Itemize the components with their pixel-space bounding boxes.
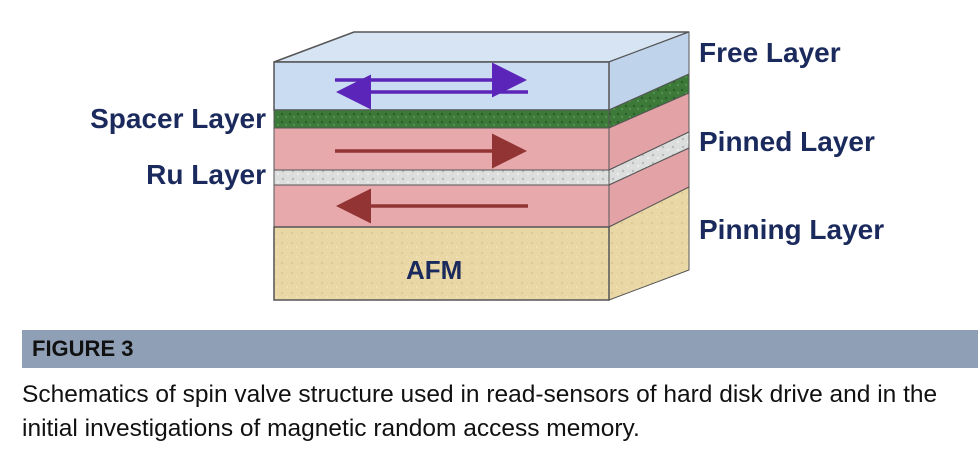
ru-layer-label: Ru Layer — [146, 159, 266, 190]
figure-caption: Schematics of spin valve structure used … — [22, 381, 938, 442]
ru-layer-front — [273, 169, 610, 186]
free-layer-label: Free Layer — [699, 37, 841, 68]
pinning-layer-label: Pinning Layer — [699, 214, 884, 245]
pinned-layer-front — [273, 127, 610, 171]
spacer-layer-label: Spacer Layer — [90, 103, 266, 134]
spin-valve-diagram: Free Layer Spacer Layer Pinned Layer Ru … — [90, 31, 884, 301]
afm-label: AFM — [406, 255, 462, 285]
free-layer-front — [273, 61, 610, 111]
figure-title: FIGURE 3 — [32, 336, 134, 361]
afm-layer-front — [273, 226, 610, 301]
spacer-layer-front — [273, 109, 610, 129]
figure-title-bar: FIGURE 3 — [22, 330, 978, 368]
pinned-layer-label: Pinned Layer — [699, 126, 875, 157]
